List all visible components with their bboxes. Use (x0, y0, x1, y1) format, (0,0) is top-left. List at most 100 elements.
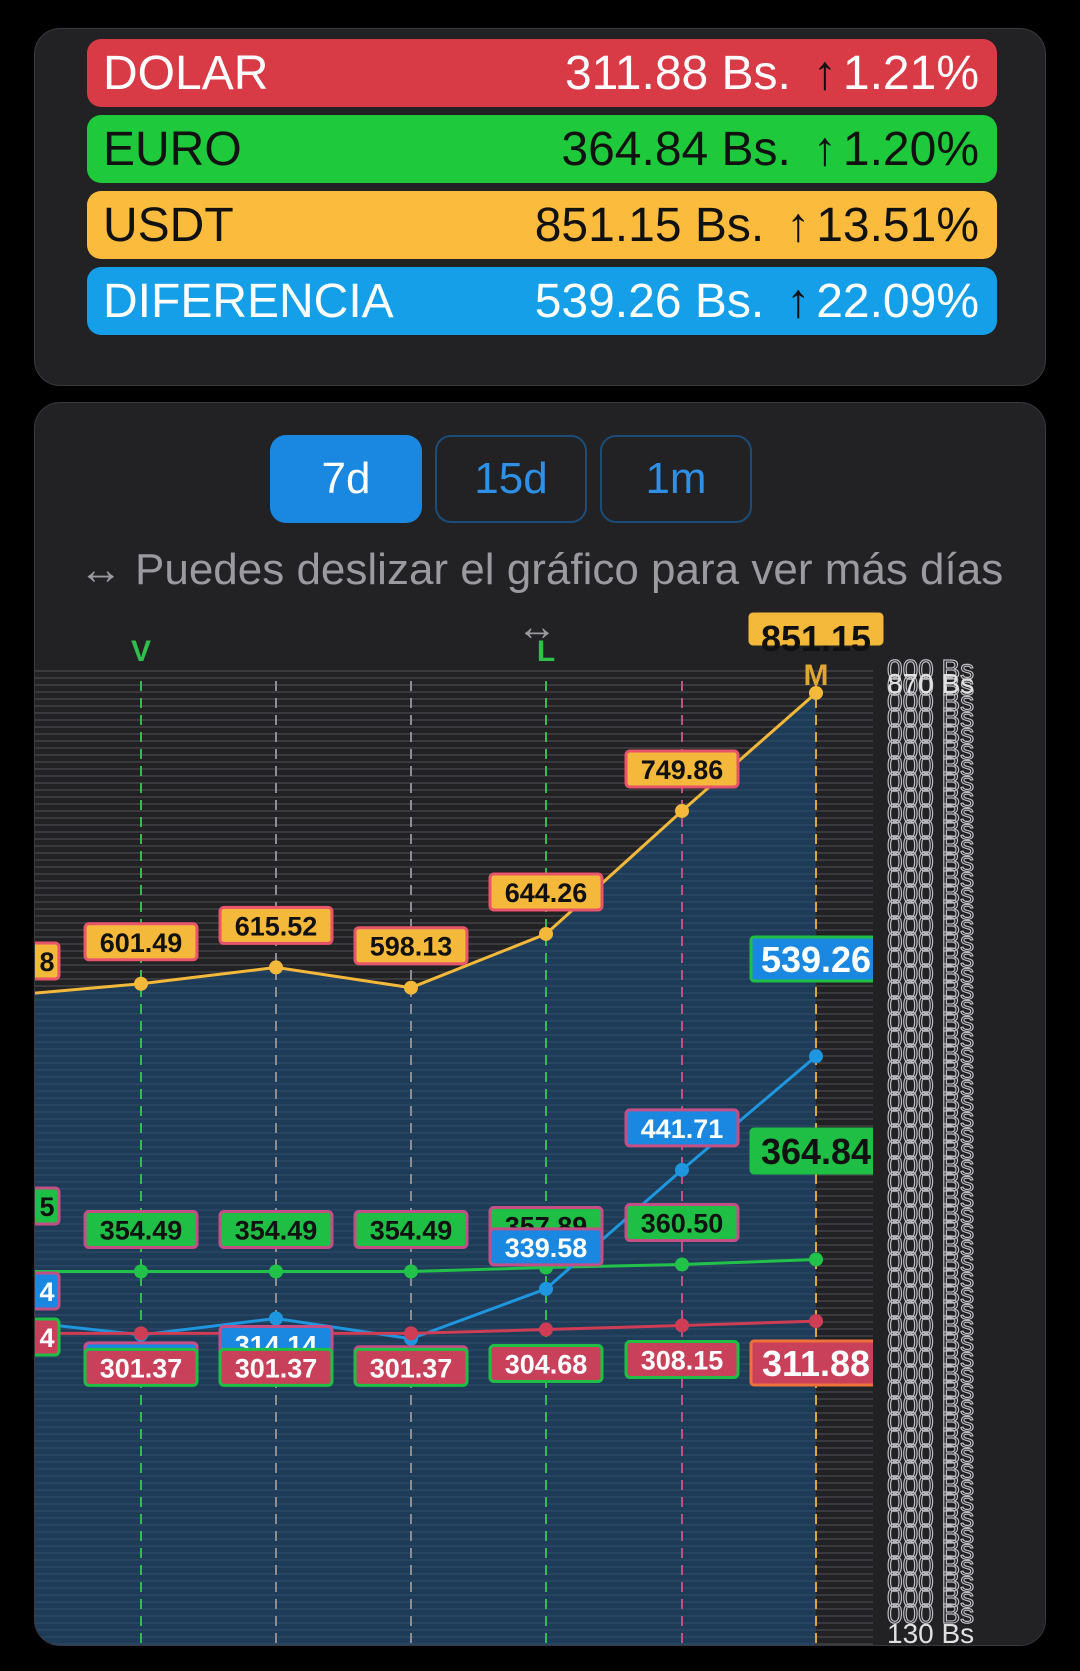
svg-text:000 Bs: 000 Bs (887, 1566, 974, 1597)
svg-text:000 Bs: 000 Bs (887, 1102, 974, 1133)
data-label-usdt: 598.13 (353, 926, 469, 966)
svg-text:601.49: 601.49 (100, 928, 183, 958)
edge-label-dolar: 4 (35, 1317, 61, 1357)
svg-text:301.37: 301.37 (100, 1353, 183, 1383)
svg-text:304.68: 304.68 (505, 1350, 588, 1380)
svg-text:000 Bs: 000 Bs (887, 1502, 974, 1533)
svg-text:000 Bs: 000 Bs (887, 798, 974, 829)
series-euro (35, 1252, 823, 1279)
svg-text:000 Bs: 000 Bs (887, 1262, 974, 1293)
data-point[interactable] (675, 1257, 689, 1272)
svg-text:000 Bs: 000 Bs (887, 1518, 974, 1549)
svg-text:000 Bs: 000 Bs (887, 1246, 974, 1277)
data-point[interactable] (809, 1314, 823, 1329)
svg-text:000 Bs: 000 Bs (887, 974, 974, 1005)
svg-text:000 Bs: 000 Bs (887, 1598, 974, 1629)
svg-text:644.26: 644.26 (505, 878, 588, 908)
rate-row-diferencia[interactable]: DIFERENCIA 539.26 Bs. ↑ 22.09% (87, 267, 997, 335)
rate-row-dolar[interactable]: DOLAR 311.88 Bs. ↑ 1.21% (87, 39, 997, 107)
y-axis-top-label: 870 Bs (887, 668, 974, 699)
swipe-handle-icon[interactable]: ↔ (517, 605, 557, 649)
data-label-usdt: 615.52 (218, 905, 334, 945)
svg-text:4: 4 (39, 1323, 54, 1353)
svg-text:000 Bs: 000 Bs (887, 766, 974, 797)
day-label: L (537, 635, 555, 668)
svg-text:364.84: 364.84 (761, 1131, 871, 1172)
svg-text:354.49: 354.49 (370, 1215, 453, 1245)
svg-text:441.71: 441.71 (641, 1114, 724, 1144)
svg-text:000 Bs: 000 Bs (887, 782, 974, 813)
data-point[interactable] (809, 1252, 823, 1267)
chart-panel: 7d 15d 1m ↔ Puedes deslizar el gráfico par… (34, 402, 1046, 1646)
svg-text:000 Bs: 000 Bs (887, 1118, 974, 1149)
price-chart[interactable]: V LM601.49615.52598.13644.26749.868354.49… (35, 403, 1046, 1646)
data-label-euro: 354.49 (353, 1209, 469, 1249)
tab-1m[interactable]: 1m (600, 435, 752, 523)
rate-value: 311.88 Bs. (564, 46, 791, 100)
rates-panel: DOLAR 311.88 Bs. ↑ 1.21% EURO 364.84 Bs. ↑ 1.20… (34, 28, 1046, 386)
data-point[interactable] (269, 960, 283, 975)
data-point[interactable] (404, 1264, 418, 1279)
svg-text:000 Bs: 000 Bs (887, 1022, 974, 1053)
edge-label-diferencia: 4 (35, 1271, 61, 1311)
svg-text:354.49: 354.49 (235, 1215, 318, 1245)
rate-row-euro[interactable]: EURO 364.84 Bs. ↑ 1.20% (87, 115, 997, 183)
svg-text:4: 4 (39, 1277, 54, 1307)
arrow-up-icon: ↑ (812, 46, 837, 100)
svg-text:000 Bs: 000 Bs (887, 1310, 974, 1341)
arrow-up-icon: ↑ (786, 274, 811, 328)
data-point[interactable] (134, 1264, 148, 1279)
data-point[interactable] (809, 1049, 823, 1064)
data-point[interactable] (539, 926, 553, 941)
edge-label-usdt: 8 (35, 941, 61, 981)
rate-row-usdt[interactable]: USDT 851.15 Bs. ↑ 13.51% (87, 191, 997, 259)
arrow-up-icon: ↑ (812, 122, 837, 176)
data-point[interactable] (269, 1311, 283, 1326)
svg-text:000 Bs: 000 Bs (887, 910, 974, 941)
data-point[interactable] (404, 980, 418, 995)
svg-text:000 Bs: 000 Bs (887, 1182, 974, 1213)
y-axis-bottom-label: 130 Bs (887, 1618, 974, 1646)
svg-text:000 Bs: 000 Bs (887, 1470, 974, 1501)
svg-text:354.49: 354.49 (100, 1215, 183, 1245)
svg-text:000 Bs: 000 Bs (887, 1230, 974, 1261)
data-point[interactable] (404, 1326, 418, 1341)
data-label-dolar: 308.15 (624, 1339, 740, 1379)
svg-text:5: 5 (39, 1192, 54, 1222)
svg-text:000 Bs: 000 Bs (887, 1534, 974, 1565)
series-usdt (35, 685, 823, 995)
data-point[interactable] (269, 1264, 283, 1279)
svg-text:615.52: 615.52 (235, 911, 318, 941)
tab-7d[interactable]: 7d (270, 435, 422, 523)
svg-text:000 Bs: 000 Bs (887, 990, 974, 1021)
svg-text:308.15: 308.15 (641, 1345, 724, 1375)
data-point[interactable] (809, 685, 823, 700)
svg-text:000 Bs: 000 Bs (887, 1070, 974, 1101)
svg-text:000 Bs: 000 Bs (887, 702, 974, 733)
tab-15d[interactable]: 15d (435, 435, 587, 523)
data-point[interactable] (675, 1318, 689, 1333)
svg-text:539.26: 539.26 (761, 939, 871, 980)
data-label-usdt: 644.26 (488, 872, 604, 912)
swipe-hint-text: Puedes deslizar el gráfico para ver más … (135, 545, 1004, 594)
data-point[interactable] (539, 1322, 553, 1337)
data-point[interactable] (134, 1326, 148, 1341)
data-point[interactable] (539, 1281, 553, 1296)
data-point[interactable] (134, 976, 148, 991)
svg-text:360.50: 360.50 (641, 1208, 724, 1238)
latest-label-dolar: 311.88 (749, 1339, 883, 1387)
latest-label-usdt: 851.15 (748, 612, 884, 659)
rate-value: 364.84 Bs. (561, 122, 791, 176)
rate-name: DIFERENCIA (103, 274, 394, 328)
data-point[interactable] (675, 803, 689, 818)
svg-text:8: 8 (39, 947, 54, 977)
svg-text:000 Bs: 000 Bs (887, 1438, 974, 1469)
svg-text:000 Bs: 000 Bs (887, 1006, 974, 1037)
svg-text:000 Bs: 000 Bs (887, 846, 974, 877)
svg-text:000 Bs: 000 Bs (887, 734, 974, 765)
usdt-area (35, 692, 816, 1645)
data-point[interactable] (675, 1162, 689, 1177)
data-label-dolar: 301.37 (218, 1347, 334, 1387)
svg-text:000 Bs: 000 Bs (887, 1390, 974, 1421)
svg-text:000 Bs: 000 Bs (887, 1150, 974, 1181)
